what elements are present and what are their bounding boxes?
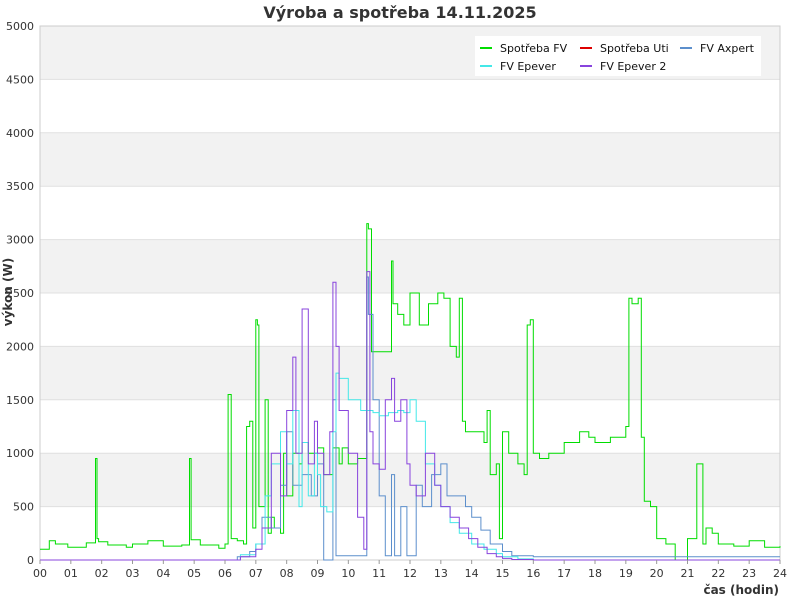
grid-band — [40, 186, 780, 240]
x-tick-label: 11 — [372, 567, 386, 580]
legend-label: FV Axpert — [700, 42, 755, 55]
y-tick-label: 2500 — [6, 287, 34, 300]
x-tick-label: 23 — [742, 567, 756, 580]
x-axis-label: čas (hodin) — [703, 583, 779, 597]
x-tick-label: 19 — [619, 567, 633, 580]
y-tick-label: 0 — [27, 554, 34, 567]
x-tick-label: 00 — [33, 567, 47, 580]
grid-band — [40, 239, 780, 293]
x-tick-label: 02 — [95, 567, 109, 580]
x-tick-label: 12 — [403, 567, 417, 580]
chart-title: Výroba a spotřeba 14.11.2025 — [263, 3, 536, 22]
x-tick-label: 18 — [588, 567, 602, 580]
x-tick-label: 01 — [64, 567, 78, 580]
y-tick-label: 3500 — [6, 180, 34, 193]
x-tick-label: 20 — [650, 567, 664, 580]
x-tick-label: 15 — [496, 567, 510, 580]
x-tick-label: 04 — [156, 567, 170, 580]
y-tick-label: 4000 — [6, 127, 34, 140]
y-tick-label: 4500 — [6, 73, 34, 86]
x-axis-ticks: 00 01 02 03 04 05 06 07 08 09 10 11 12 13 14 15 16 17 18 19… — [33, 560, 787, 580]
grid-band — [40, 346, 780, 400]
y-axis-label: výkon (W) — [1, 258, 15, 326]
y-tick-label: 1000 — [6, 447, 34, 460]
series-line-fv-axpert — [40, 276, 780, 561]
y-tick-label: 2000 — [6, 340, 34, 353]
y-tick-label: 500 — [13, 501, 34, 514]
legend-label: Spotřeba Uti — [600, 42, 669, 55]
series-line-fv-epever-2 — [40, 271, 780, 561]
legend-label: FV Epever — [500, 60, 556, 73]
x-tick-label: 09 — [311, 567, 325, 580]
legend-label: Spotřeba FV — [500, 42, 568, 55]
x-tick-label: 13 — [434, 567, 448, 580]
y-tick-label: 3000 — [6, 234, 34, 247]
legend-label: FV Epever 2 — [600, 60, 666, 73]
legend: Spotřeba FV Spotřeba Uti FV Axpert FV Epeve… — [475, 36, 761, 76]
x-tick-label: 03 — [126, 567, 140, 580]
x-tick-label: 06 — [218, 567, 232, 580]
series-layer — [40, 223, 781, 561]
y-tick-label: 1500 — [6, 394, 34, 407]
x-tick-label: 17 — [557, 567, 571, 580]
grid-band — [40, 132, 780, 187]
series-line-spotreba-fv — [40, 223, 781, 561]
y-tick-label: 5000 — [6, 20, 34, 33]
x-tick-label: 14 — [465, 567, 479, 580]
legend-box — [475, 36, 761, 76]
x-tick-label: 24 — [773, 567, 787, 580]
y-axis-ticks: 0 500 1000 1500 2000 2500 3000 3500 4000 4500 5000 — [6, 20, 34, 567]
x-tick-label: 16 — [526, 567, 540, 580]
x-tick-label: 08 — [280, 567, 294, 580]
x-tick-label: 07 — [249, 567, 263, 580]
grid-band — [40, 506, 780, 560]
x-tick-label: 21 — [681, 567, 695, 580]
x-tick-label: 22 — [711, 567, 725, 580]
x-tick-label: 10 — [341, 567, 355, 580]
grid-band — [40, 79, 780, 133]
x-tick-label: 05 — [187, 567, 201, 580]
